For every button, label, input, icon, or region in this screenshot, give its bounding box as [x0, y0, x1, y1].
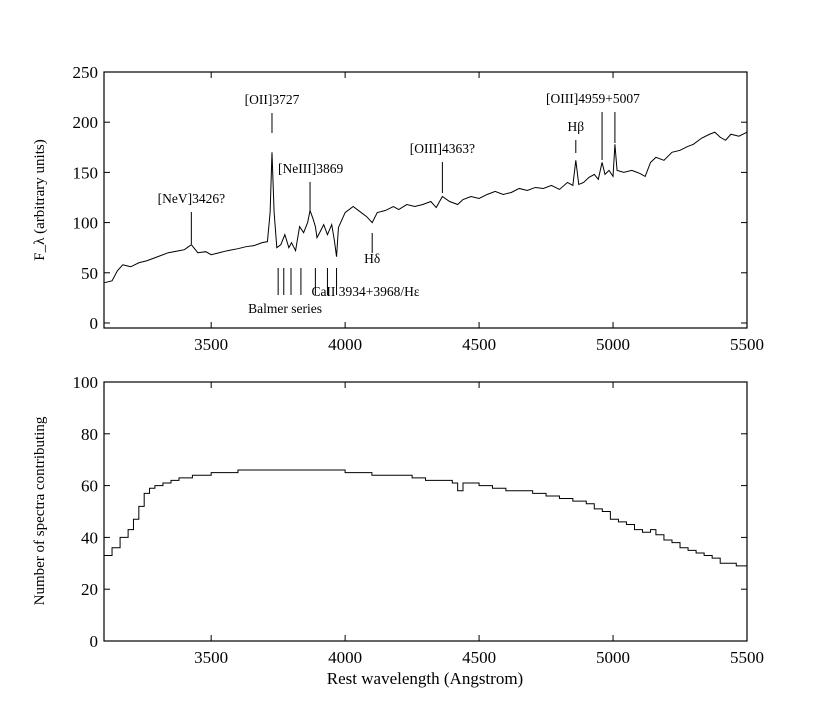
y-tick-label: 100	[73, 214, 99, 233]
top-y-ticks: 0 50 100 150 200 250	[73, 63, 747, 333]
spectra-count-line	[104, 469, 748, 572]
flux-spectrum-line	[103, 131, 748, 284]
top-panel: F_λ (arbitrary units) 3500 4000 4500 5000 55…	[32, 63, 764, 354]
x-tick-label: 5000	[596, 648, 630, 667]
x-tick-label: 4000	[328, 335, 362, 354]
y-tick-label: 50	[81, 264, 98, 283]
y-tick-label: 80	[81, 425, 98, 444]
y-tick-label: 0	[90, 314, 99, 333]
annotation-label: [OII]3727	[245, 92, 300, 107]
annotation-label: [OIII]4363?	[410, 141, 475, 156]
y-tick-label: 200	[73, 113, 99, 132]
annotation-label: Hδ	[364, 251, 380, 266]
x-tick-label: 4500	[462, 648, 496, 667]
top-y-axis-label: F_λ (arbitrary units)	[32, 139, 48, 260]
y-tick-label: 150	[73, 163, 99, 182]
top-plot-frame	[103, 71, 748, 329]
bottom-x-ticks: 3500 4000 4500 5000 5500	[194, 382, 764, 667]
y-tick-label: 60	[81, 477, 98, 496]
bottom-x-axis-label: Rest wavelength (Angstrom)	[327, 669, 523, 688]
bottom-plot-frame	[103, 381, 748, 642]
line-annotations: [NeV]3426? [OII]3727 [NeIII]3869 [OIII]4363…	[158, 91, 640, 316]
x-tick-label: 3500	[194, 335, 228, 354]
annotation-label: [OIII]4959+5007	[546, 91, 640, 106]
annotation-label: [NeIII]3869	[278, 161, 343, 176]
annotation-label: Hβ	[567, 119, 584, 134]
bottom-y-ticks: 0 20 40 60 80 100	[73, 373, 747, 651]
bottom-y-axis-label: Number of spectra contributing	[32, 416, 48, 605]
x-tick-label: 5500	[730, 335, 764, 354]
x-tick-label: 5500	[730, 648, 764, 667]
top-x-ticks: 3500 4000 4500 5000 5500	[194, 72, 764, 354]
annotation-label: CaII 3934+3968/Hε	[311, 284, 419, 299]
x-tick-label: 4000	[328, 648, 362, 667]
x-tick-label: 5000	[596, 335, 630, 354]
y-tick-label: 20	[81, 580, 98, 599]
x-tick-label: 3500	[194, 648, 228, 667]
x-tick-label: 4500	[462, 335, 496, 354]
bottom-panel: Number of spectra contributing Rest wave…	[32, 373, 764, 688]
y-tick-label: 0	[90, 632, 99, 651]
annotation-label: [NeV]3426?	[158, 191, 225, 206]
y-tick-label: 40	[81, 528, 98, 547]
annotation-label: Balmer series	[248, 301, 322, 316]
y-tick-label: 100	[73, 373, 99, 392]
y-tick-label: 250	[73, 63, 99, 82]
